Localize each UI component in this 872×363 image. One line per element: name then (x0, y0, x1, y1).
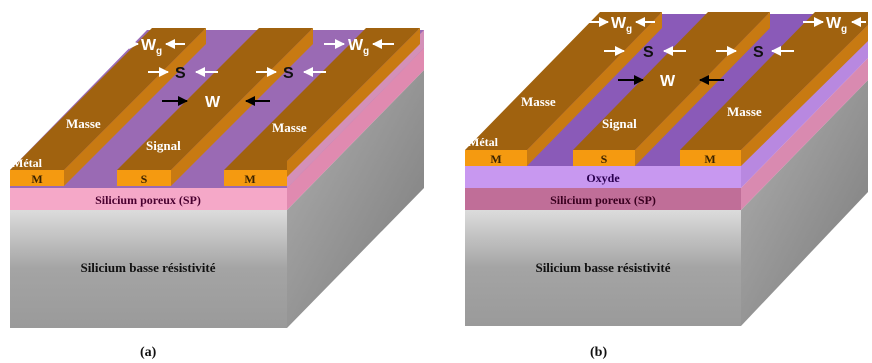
pad-s-a: S (141, 172, 148, 186)
caption-b: (b) (590, 345, 607, 360)
metal-label-a: Métal (12, 156, 43, 170)
signal-top-a (117, 28, 313, 170)
masse-left-label-b: Masse (521, 94, 556, 109)
masse-left-side-a (64, 28, 206, 186)
masse-left-label-a: Masse (66, 116, 101, 131)
signal-top-b (573, 12, 770, 150)
signal-side-a (171, 28, 313, 186)
porous-label-b: Silicium poreux (SP) (550, 193, 656, 207)
svg-text:g: g (363, 46, 369, 57)
svg-text:g: g (841, 24, 847, 35)
masse-right-front-a (224, 170, 287, 186)
porous-label-a: Silicium poreux (SP) (95, 193, 201, 207)
dim-s1-b: S (604, 44, 686, 61)
masse-right-top-b (680, 12, 868, 150)
dim-w-b: W (618, 73, 724, 90)
masse-left-top-a (10, 28, 206, 170)
masse-right-side-a (287, 28, 420, 177)
caption-a: (a) (140, 345, 157, 360)
svg-text:S: S (643, 44, 654, 61)
pad-m2-a: M (244, 172, 255, 186)
pad-s-b: S (601, 152, 608, 166)
pad-m1-a: M (31, 172, 42, 186)
masse-left-side-b (527, 12, 662, 166)
figure-b: Métal Masse Signal Masse M S M Oxyde Sil… (465, 12, 868, 360)
oxide-front-b (465, 166, 741, 188)
svg-text:W: W (205, 94, 221, 111)
svg-text:W: W (660, 73, 676, 90)
masse-left-top-b (465, 12, 662, 150)
dim-wg2-b: W g (803, 15, 866, 35)
figure-a: Métal Masse Signal Masse M S M Silicium … (10, 28, 424, 360)
dim-s1-a: S (148, 65, 218, 82)
masse-left-front-a (10, 170, 64, 186)
masse-right-top-a (224, 28, 420, 170)
substrate-label-a: Silicium basse résistivité (80, 260, 215, 275)
masse-right-front-b (680, 150, 741, 166)
svg-text:W: W (348, 37, 364, 54)
substrate-side-b (741, 80, 868, 326)
oxide-side-b (741, 36, 868, 188)
oxide-label-b: Oxyde (586, 171, 620, 185)
dim-s2-a: S (256, 65, 326, 82)
masse-left-front-b (465, 150, 527, 166)
svg-text:W: W (826, 15, 842, 32)
svg-text:S: S (175, 65, 186, 82)
porous-side-b (741, 58, 868, 210)
svg-text:W: W (611, 15, 627, 32)
dim-w-a: W (162, 94, 270, 111)
dim-wg1-a: W g (118, 37, 185, 57)
substrate-front-a (10, 210, 287, 328)
svg-text:W: W (141, 37, 157, 54)
dim-s2-b: S (716, 44, 794, 61)
dim-wg1-b: W g (588, 15, 655, 35)
masse-right-label-a: Masse (272, 120, 307, 135)
svg-text:S: S (753, 44, 764, 61)
porous-front-a (10, 188, 287, 210)
porous-side-a (287, 48, 424, 210)
svg-text:g: g (156, 46, 162, 57)
metal-label-b: Métal (468, 135, 499, 149)
substrate-label-b: Silicium basse résistivité (535, 260, 670, 275)
svg-text:g: g (626, 24, 632, 35)
pad-m2-b: M (704, 152, 715, 166)
masse-right-label-b: Masse (727, 104, 762, 119)
signal-label-a: Signal (146, 138, 181, 153)
signal-front-b (573, 150, 635, 166)
signal-label-b: Signal (602, 116, 637, 131)
signal-front-a (117, 170, 171, 186)
dim-wg2-a: W g (324, 37, 394, 57)
porous-front-b (465, 188, 741, 210)
substrate-front-b (465, 210, 741, 326)
masse-right-side-b (741, 25, 868, 166)
svg-text:S: S (283, 65, 294, 82)
substrate-side-a (287, 70, 424, 328)
pad-m1-b: M (490, 152, 501, 166)
